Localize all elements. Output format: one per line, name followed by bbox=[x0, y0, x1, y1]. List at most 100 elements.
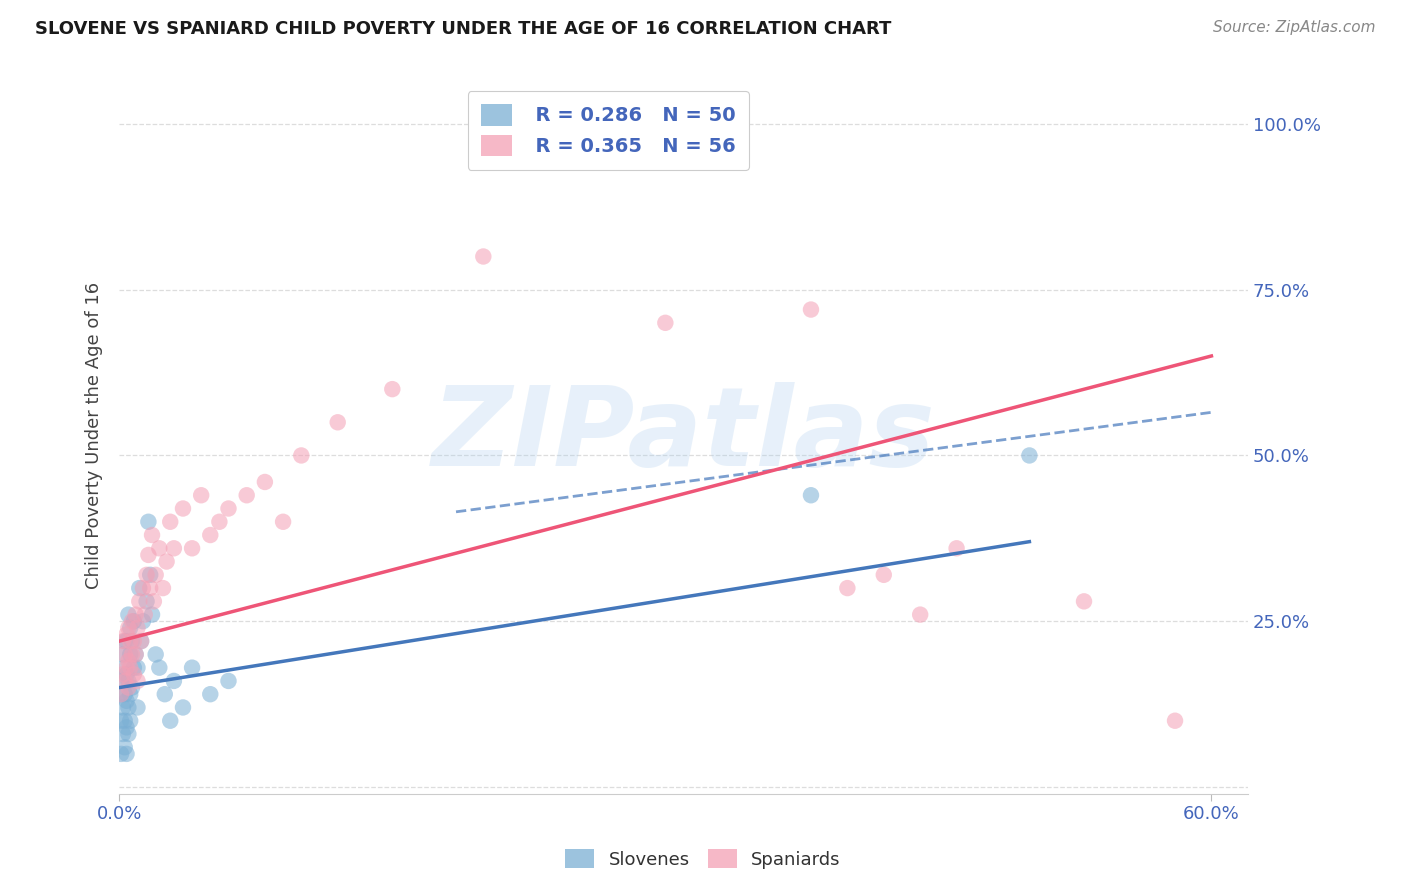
Point bbox=[290, 449, 312, 463]
Point bbox=[110, 714, 132, 728]
Point bbox=[135, 567, 157, 582]
Point bbox=[873, 567, 896, 582]
Point bbox=[1164, 714, 1187, 728]
Point bbox=[115, 694, 138, 708]
Point bbox=[1073, 594, 1095, 608]
Point bbox=[218, 673, 240, 688]
Point bbox=[200, 687, 222, 701]
Point bbox=[124, 648, 146, 662]
Point bbox=[800, 302, 823, 317]
Point bbox=[117, 700, 139, 714]
Point bbox=[134, 607, 156, 622]
Legend: Slovenes, Spaniards: Slovenes, Spaniards bbox=[558, 842, 848, 876]
Point bbox=[117, 673, 139, 688]
Point bbox=[117, 681, 139, 695]
Legend:   R = 0.286   N = 50,   R = 0.365   N = 56: R = 0.286 N = 50, R = 0.365 N = 56 bbox=[468, 91, 749, 170]
Point bbox=[181, 661, 204, 675]
Point bbox=[128, 581, 150, 595]
Y-axis label: Child Poverty Under the Age of 16: Child Poverty Under the Age of 16 bbox=[86, 282, 103, 589]
Point bbox=[115, 720, 138, 734]
Point bbox=[654, 316, 676, 330]
Point bbox=[127, 661, 149, 675]
Point bbox=[139, 581, 162, 595]
Point bbox=[111, 727, 134, 741]
Point bbox=[253, 475, 276, 489]
Point bbox=[121, 681, 143, 695]
Point bbox=[117, 727, 139, 741]
Point bbox=[115, 747, 138, 761]
Point bbox=[117, 621, 139, 635]
Point bbox=[163, 673, 186, 688]
Point bbox=[235, 488, 257, 502]
Point bbox=[110, 687, 132, 701]
Point bbox=[172, 700, 194, 714]
Point bbox=[111, 648, 134, 662]
Point bbox=[172, 501, 194, 516]
Point bbox=[117, 607, 139, 622]
Point bbox=[163, 541, 186, 556]
Point bbox=[155, 555, 177, 569]
Point bbox=[141, 607, 163, 622]
Point bbox=[122, 614, 145, 628]
Point bbox=[127, 673, 149, 688]
Point bbox=[190, 488, 212, 502]
Point bbox=[218, 501, 240, 516]
Point bbox=[122, 667, 145, 681]
Point bbox=[115, 661, 138, 675]
Point bbox=[271, 515, 294, 529]
Point bbox=[159, 714, 181, 728]
Point bbox=[381, 382, 404, 396]
Point bbox=[148, 541, 170, 556]
Point bbox=[200, 528, 222, 542]
Point bbox=[1018, 449, 1040, 463]
Point bbox=[148, 661, 170, 675]
Point bbox=[114, 740, 136, 755]
Point bbox=[141, 528, 163, 542]
Point bbox=[145, 567, 167, 582]
Point bbox=[837, 581, 859, 595]
Point bbox=[945, 541, 967, 556]
Point bbox=[115, 667, 138, 681]
Point bbox=[132, 581, 155, 595]
Point bbox=[115, 627, 138, 641]
Point bbox=[114, 687, 136, 701]
Point bbox=[114, 673, 136, 688]
Point bbox=[138, 515, 160, 529]
Point bbox=[138, 548, 160, 562]
Point bbox=[110, 687, 132, 701]
Point bbox=[114, 648, 136, 662]
Point bbox=[127, 621, 149, 635]
Point bbox=[120, 687, 142, 701]
Point bbox=[129, 634, 152, 648]
Point bbox=[326, 415, 349, 429]
Text: Source: ZipAtlas.com: Source: ZipAtlas.com bbox=[1212, 20, 1375, 35]
Text: ZIPatlas: ZIPatlas bbox=[432, 382, 935, 489]
Point bbox=[122, 634, 145, 648]
Point bbox=[122, 661, 145, 675]
Point bbox=[142, 594, 165, 608]
Point bbox=[120, 648, 142, 662]
Point bbox=[124, 648, 146, 662]
Point bbox=[120, 661, 142, 675]
Point bbox=[114, 714, 136, 728]
Point bbox=[110, 747, 132, 761]
Point bbox=[111, 673, 134, 688]
Point bbox=[181, 541, 204, 556]
Point bbox=[124, 607, 146, 622]
Point bbox=[115, 634, 138, 648]
Point bbox=[111, 667, 134, 681]
Point bbox=[132, 614, 155, 628]
Point bbox=[472, 250, 495, 264]
Point bbox=[117, 654, 139, 668]
Point bbox=[120, 621, 142, 635]
Point bbox=[129, 634, 152, 648]
Point bbox=[111, 634, 134, 648]
Point bbox=[120, 634, 142, 648]
Point bbox=[208, 515, 231, 529]
Point bbox=[121, 648, 143, 662]
Point bbox=[145, 648, 167, 662]
Point bbox=[153, 687, 176, 701]
Point bbox=[127, 700, 149, 714]
Point bbox=[114, 661, 136, 675]
Point bbox=[159, 515, 181, 529]
